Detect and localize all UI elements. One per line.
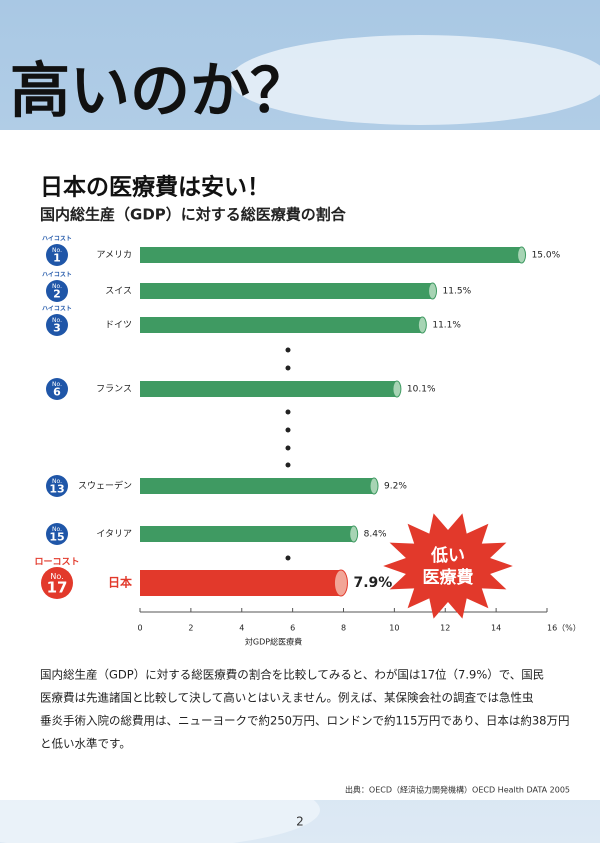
bar xyxy=(140,247,522,263)
rank-number: 15 xyxy=(49,530,64,543)
bar-cap xyxy=(517,246,527,264)
rank-tag: ハイコスト xyxy=(42,306,72,313)
rank-badge xyxy=(46,475,68,497)
bar xyxy=(140,526,354,542)
bar-cap xyxy=(333,569,348,597)
rank-badge xyxy=(46,523,68,545)
paragraph-line: 国内総生産（GDP）に対する総医療費の割合を比較してみると、わが国は17位（7.… xyxy=(40,668,544,682)
rank-no: No. xyxy=(52,247,62,254)
bar xyxy=(140,478,375,494)
value-label: 9.2% xyxy=(384,482,407,492)
rank-no: No. xyxy=(50,572,63,581)
chart: 0 2 4 6 8 10 12 14 16（%）対GDP総医療費15.0%アメリカNo.1ハイコ… xyxy=(34,236,580,647)
value-label: 15.0% xyxy=(532,251,561,261)
bar xyxy=(140,381,397,397)
x-tick-label: 12 xyxy=(440,624,450,633)
page-title: 高いのか？ xyxy=(10,57,310,127)
rank-tag: ハイコスト xyxy=(42,272,72,279)
bar xyxy=(140,570,341,596)
x-tick-label: 16（%） xyxy=(547,624,581,633)
paragraph-line: 垂炎手術入院の総費用は、ニューヨークで約250万円、ロンドンで約115万円であり… xyxy=(40,714,569,728)
paragraph-line: 医療費は先進諸国と比較して決して高いとはいえません。例えば、某保険会社の調査では… xyxy=(40,691,533,705)
value-label: 7.9% xyxy=(353,575,392,591)
rank-number: 2 xyxy=(53,287,61,300)
annotation: 医療費 xyxy=(423,567,474,588)
category-label: フランス xyxy=(96,384,132,395)
bar xyxy=(140,283,433,299)
chart-title: 日本の医療費は安い！ xyxy=(40,174,270,201)
category-label: イタリア xyxy=(96,529,132,540)
value-label: 8.4% xyxy=(364,530,387,540)
category-label: ドイツ xyxy=(105,321,132,331)
category-label: スウェーデン xyxy=(78,480,132,492)
rank-badge xyxy=(46,314,68,336)
starburst xyxy=(383,513,513,619)
rank-number: 1 xyxy=(53,251,61,264)
rank-no: No. xyxy=(52,283,62,290)
category-label: 日本 xyxy=(108,575,132,590)
paragraph: 国内総生産（GDP）に対する総医療費の割合を比較してみると、わが国は17位（7.… xyxy=(40,668,569,751)
rank-no: No. xyxy=(52,317,62,324)
category-label: アメリカ xyxy=(96,250,132,261)
rank-no: No. xyxy=(52,478,62,485)
bar xyxy=(140,317,423,333)
page-number: 2 xyxy=(296,815,304,829)
x-tick-label: 6 xyxy=(290,624,295,633)
x-tick-label: 4 xyxy=(239,624,244,633)
rank-number: 6 xyxy=(53,385,61,398)
rank-number: 13 xyxy=(49,482,64,495)
category-label: スイス xyxy=(105,287,132,297)
x-tick-label: 2 xyxy=(188,624,193,633)
rank-number: 3 xyxy=(53,321,61,334)
annotation: 低い xyxy=(430,545,465,566)
x-tick-label: 8 xyxy=(341,624,346,633)
bar-cap xyxy=(392,380,402,398)
x-tick-label: 14 xyxy=(491,624,501,633)
rank-badge xyxy=(46,280,68,302)
chart-subtitle: 国内総生産（GDP）に対する総医療費の割合 xyxy=(40,206,347,224)
cloud xyxy=(230,35,600,125)
source: 出典：OECD（経済協力開発機構）OECD Health DATA 2005 xyxy=(345,785,570,795)
rank-badge xyxy=(46,378,68,400)
rank-no: No. xyxy=(52,381,62,388)
bar-cap xyxy=(417,316,427,334)
panel xyxy=(0,130,600,800)
x-tick-label: 0 xyxy=(137,624,142,633)
bar-cap xyxy=(349,525,359,543)
bar-cap xyxy=(369,477,379,495)
ellipsis-dots xyxy=(285,347,291,561)
x-tick-label: 10 xyxy=(389,624,399,633)
value-label: 11.5% xyxy=(443,287,472,297)
value-label: 11.1% xyxy=(432,321,461,331)
x-axis-label: 対GDP総医療費 xyxy=(245,637,302,647)
rank-badge xyxy=(46,244,68,266)
value-label: 10.1% xyxy=(407,385,436,395)
bar-cap xyxy=(428,282,438,300)
rank-tag: ハイコスト xyxy=(42,236,72,243)
paragraph-line: と低い水準です。 xyxy=(40,737,131,751)
rank-badge xyxy=(41,567,73,599)
rank-tag: ローコスト xyxy=(34,557,79,568)
rank-no: No. xyxy=(52,526,62,533)
rank-number: 17 xyxy=(47,578,68,596)
